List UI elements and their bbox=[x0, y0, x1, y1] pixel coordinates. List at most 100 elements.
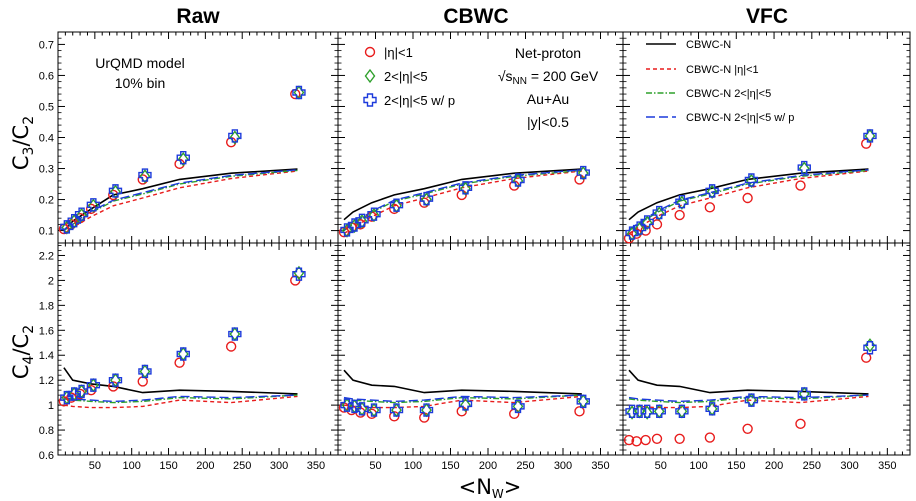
data-point-diamond bbox=[349, 218, 360, 234]
data-point-diamond bbox=[746, 173, 757, 189]
data-point-diamond bbox=[653, 206, 665, 221]
y-tick-label: 2.2 bbox=[39, 250, 54, 262]
x-tick-label: 300 bbox=[554, 460, 572, 472]
data-point-cross bbox=[74, 207, 89, 221]
series-line bbox=[628, 394, 869, 403]
data-point-cross bbox=[863, 129, 877, 143]
data-point-circle bbox=[742, 192, 753, 204]
data-point-circle bbox=[574, 406, 585, 417]
data-point-cross bbox=[86, 378, 101, 392]
series-line bbox=[343, 395, 582, 409]
data-point-diamond bbox=[368, 207, 380, 223]
svg-text:C3/C2: C3/C2 bbox=[9, 116, 37, 170]
data-point-cross bbox=[367, 207, 381, 221]
data-point-cross bbox=[797, 387, 811, 401]
y-tick-label: 0.4 bbox=[39, 133, 54, 145]
panel-frame bbox=[337, 31, 624, 244]
series-line bbox=[343, 170, 582, 235]
data-point-cross bbox=[419, 403, 434, 417]
data-point-diamond bbox=[356, 214, 368, 229]
data-point-cross bbox=[576, 165, 590, 180]
y-tick-label: 0.2 bbox=[39, 195, 54, 207]
panel-frame bbox=[337, 242, 624, 456]
x-tick-label: 350 bbox=[591, 460, 609, 472]
x-tick-label: 100 bbox=[123, 460, 141, 472]
data-point-cross bbox=[511, 399, 525, 414]
data-point-circle bbox=[674, 209, 685, 221]
series-line bbox=[628, 369, 869, 395]
series-line bbox=[343, 394, 582, 403]
data-point-cross bbox=[292, 85, 306, 100]
y-tick-label: 1.6 bbox=[39, 325, 54, 337]
data-point-cross bbox=[355, 213, 369, 228]
annotation-model: UrQMD model bbox=[95, 55, 184, 71]
y-tick-label: 0.8 bbox=[39, 425, 54, 437]
series-line bbox=[628, 394, 869, 404]
annotation-bin: 10% bin bbox=[115, 75, 166, 91]
y-tick-label: 0.5 bbox=[39, 101, 54, 113]
data-point-cross bbox=[60, 220, 74, 234]
annotation-energy: √sNN = 200 GeV bbox=[498, 68, 599, 87]
data-point-diamond bbox=[87, 198, 99, 213]
series-line bbox=[63, 394, 298, 403]
data-point-cross bbox=[675, 195, 689, 209]
data-point-circle bbox=[795, 418, 806, 430]
column-title-cbwc: CBWC bbox=[443, 5, 508, 28]
legend-label-eta25p: 2<|η|<5 w/ p bbox=[384, 93, 455, 108]
annotation-system: Au+Au bbox=[527, 91, 569, 107]
series-line bbox=[63, 367, 298, 395]
annotation-particle: Net-proton bbox=[515, 45, 581, 61]
data-point-circle bbox=[174, 357, 185, 368]
data-point-cross bbox=[576, 394, 590, 409]
data-point-circle bbox=[860, 352, 872, 363]
x-tick-label: 250 bbox=[803, 460, 821, 472]
data-point-diamond bbox=[139, 169, 151, 184]
data-point-cross bbox=[744, 393, 759, 407]
series-line bbox=[343, 369, 582, 395]
data-point-cross bbox=[797, 160, 811, 175]
plots: 0.1 0.2 0.3 0.4 0.5 0.6 0.7 0.6 0.8 1 1.2 1.4 1.6 1.8… bbox=[39, 31, 911, 472]
legend-label-cbwcn-eta25: CBWC-N 2<|η|<5 bbox=[686, 88, 771, 100]
data-point-circle bbox=[704, 432, 716, 443]
data-point-cross bbox=[67, 213, 81, 228]
legend-label-eta1: |η|<1 bbox=[384, 45, 413, 60]
legend-marker-diamond bbox=[364, 68, 376, 84]
data-point-circle bbox=[137, 376, 148, 387]
series-line bbox=[343, 168, 582, 221]
data-point-diamond bbox=[110, 184, 121, 199]
data-point-cross bbox=[67, 387, 81, 401]
y-tick-label: 1.8 bbox=[39, 300, 54, 312]
y-tick-label: 2 bbox=[48, 275, 54, 287]
data-point-cross bbox=[705, 402, 719, 416]
data-point-cross bbox=[86, 198, 101, 212]
data-point-cross bbox=[652, 404, 666, 419]
data-point-diamond bbox=[641, 405, 653, 420]
legend-marker-cross bbox=[363, 93, 377, 107]
data-point-cross bbox=[108, 184, 123, 198]
data-point-cross bbox=[292, 267, 306, 281]
y-tick-label: 1.2 bbox=[39, 375, 54, 387]
data-point-diamond bbox=[641, 215, 653, 230]
legend-label-eta25: 2<|η|<5 bbox=[384, 69, 428, 84]
data-point-circle bbox=[623, 434, 635, 446]
data-point-diamond bbox=[634, 221, 645, 237]
y-tick-label: 0.3 bbox=[39, 164, 54, 176]
data-point-cross bbox=[228, 129, 242, 143]
x-tick-label: 150 bbox=[159, 460, 177, 472]
legend-label-cbwcn-eta1: CBWC-N |η|<1 bbox=[686, 64, 759, 76]
x-tick-label: 300 bbox=[840, 460, 858, 472]
legend-marker-circle bbox=[364, 46, 376, 58]
data-point-cross bbox=[640, 404, 654, 419]
data-point-cross bbox=[652, 205, 666, 220]
data-point-cross bbox=[60, 390, 74, 405]
data-point-cross bbox=[108, 373, 123, 387]
data-point-cross bbox=[176, 150, 190, 165]
data-point-cross bbox=[419, 191, 434, 206]
x-tick-label: 350 bbox=[307, 460, 325, 472]
y-tick-label: 0.7 bbox=[39, 39, 54, 51]
x-tick-label: 200 bbox=[196, 460, 214, 472]
data-point-cross bbox=[458, 181, 473, 195]
series-line bbox=[63, 395, 298, 409]
data-point-circle bbox=[742, 423, 753, 435]
